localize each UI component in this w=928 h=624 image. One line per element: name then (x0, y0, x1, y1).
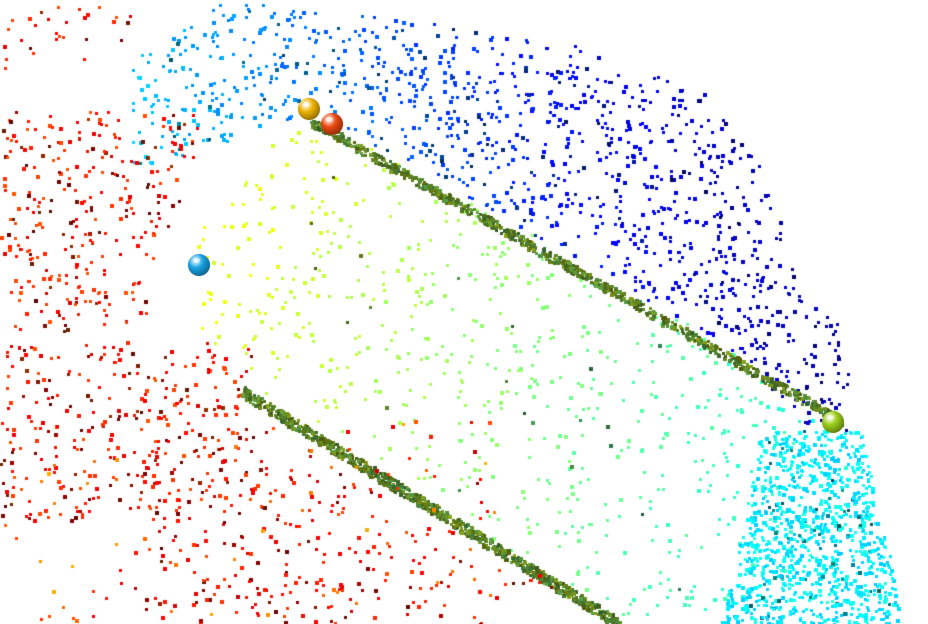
marker-sphere-blue[interactable] (188, 254, 210, 276)
marker-sphere-lime[interactable] (822, 411, 844, 433)
marker-sphere-red[interactable] (321, 113, 343, 135)
marker-sphere-yellow[interactable] (298, 98, 320, 120)
